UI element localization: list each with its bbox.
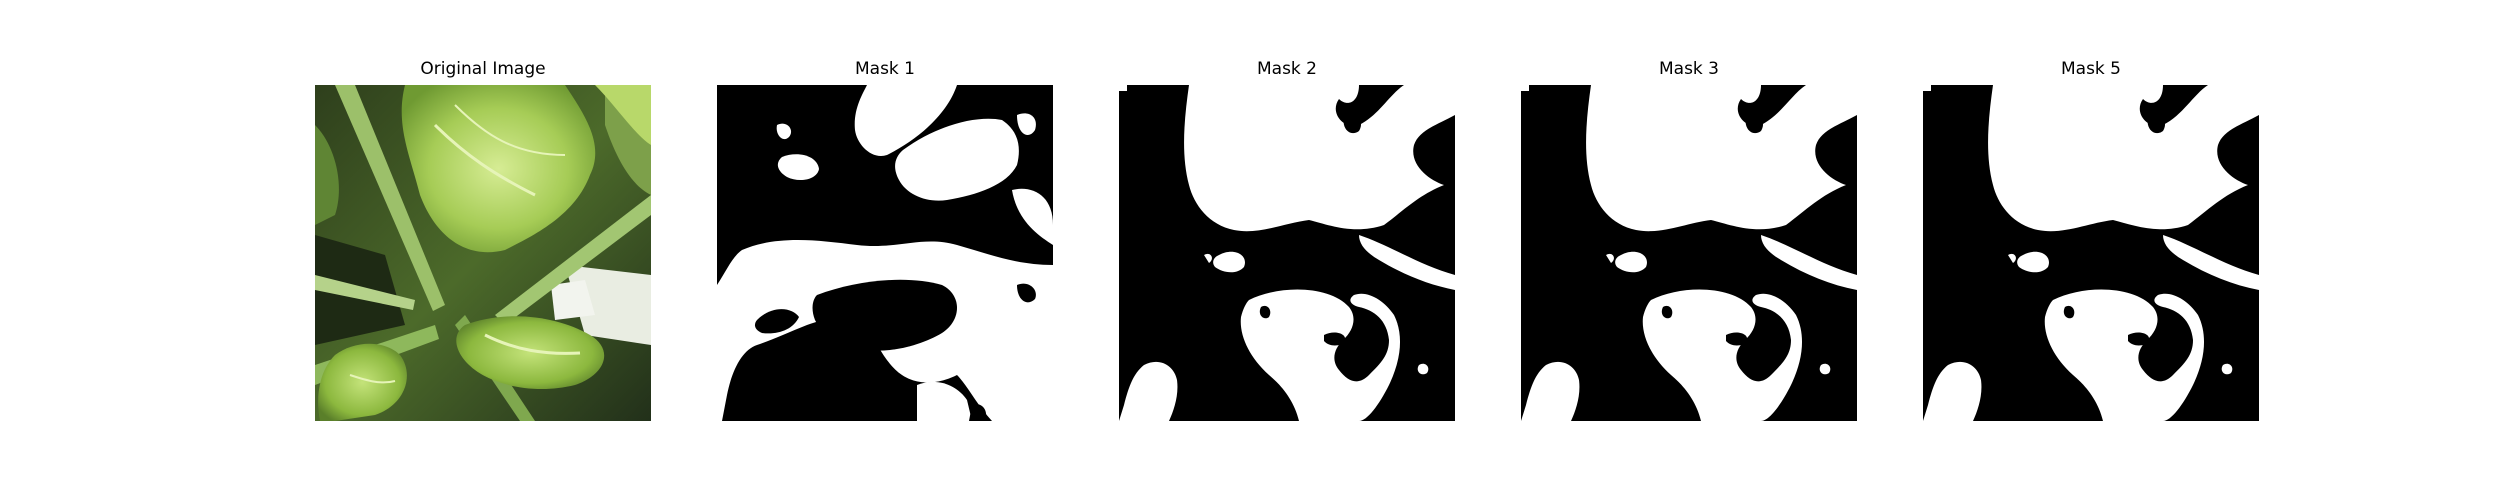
mask-image [717, 85, 1053, 421]
panel-title: Mask 3 [1658, 59, 1719, 79]
original-image [315, 85, 651, 421]
panel-mask-1: Mask 1 [715, 57, 1055, 421]
panel-title: Mask 2 [1256, 59, 1317, 79]
mask-image [1119, 85, 1455, 421]
panel-mask-5: Mask 5 [1921, 57, 2261, 421]
mask-image [1923, 85, 2259, 421]
panel-title: Mask 5 [2060, 59, 2121, 79]
panel-mask-2: Mask 2 [1117, 57, 1457, 421]
panel-mask-3: Mask 3 [1519, 57, 1859, 421]
mask-image [1521, 85, 1857, 421]
panel-original-image: Original Image [313, 57, 653, 421]
panel-title: Original Image [420, 59, 546, 79]
panel-title: Mask 1 [854, 59, 915, 79]
